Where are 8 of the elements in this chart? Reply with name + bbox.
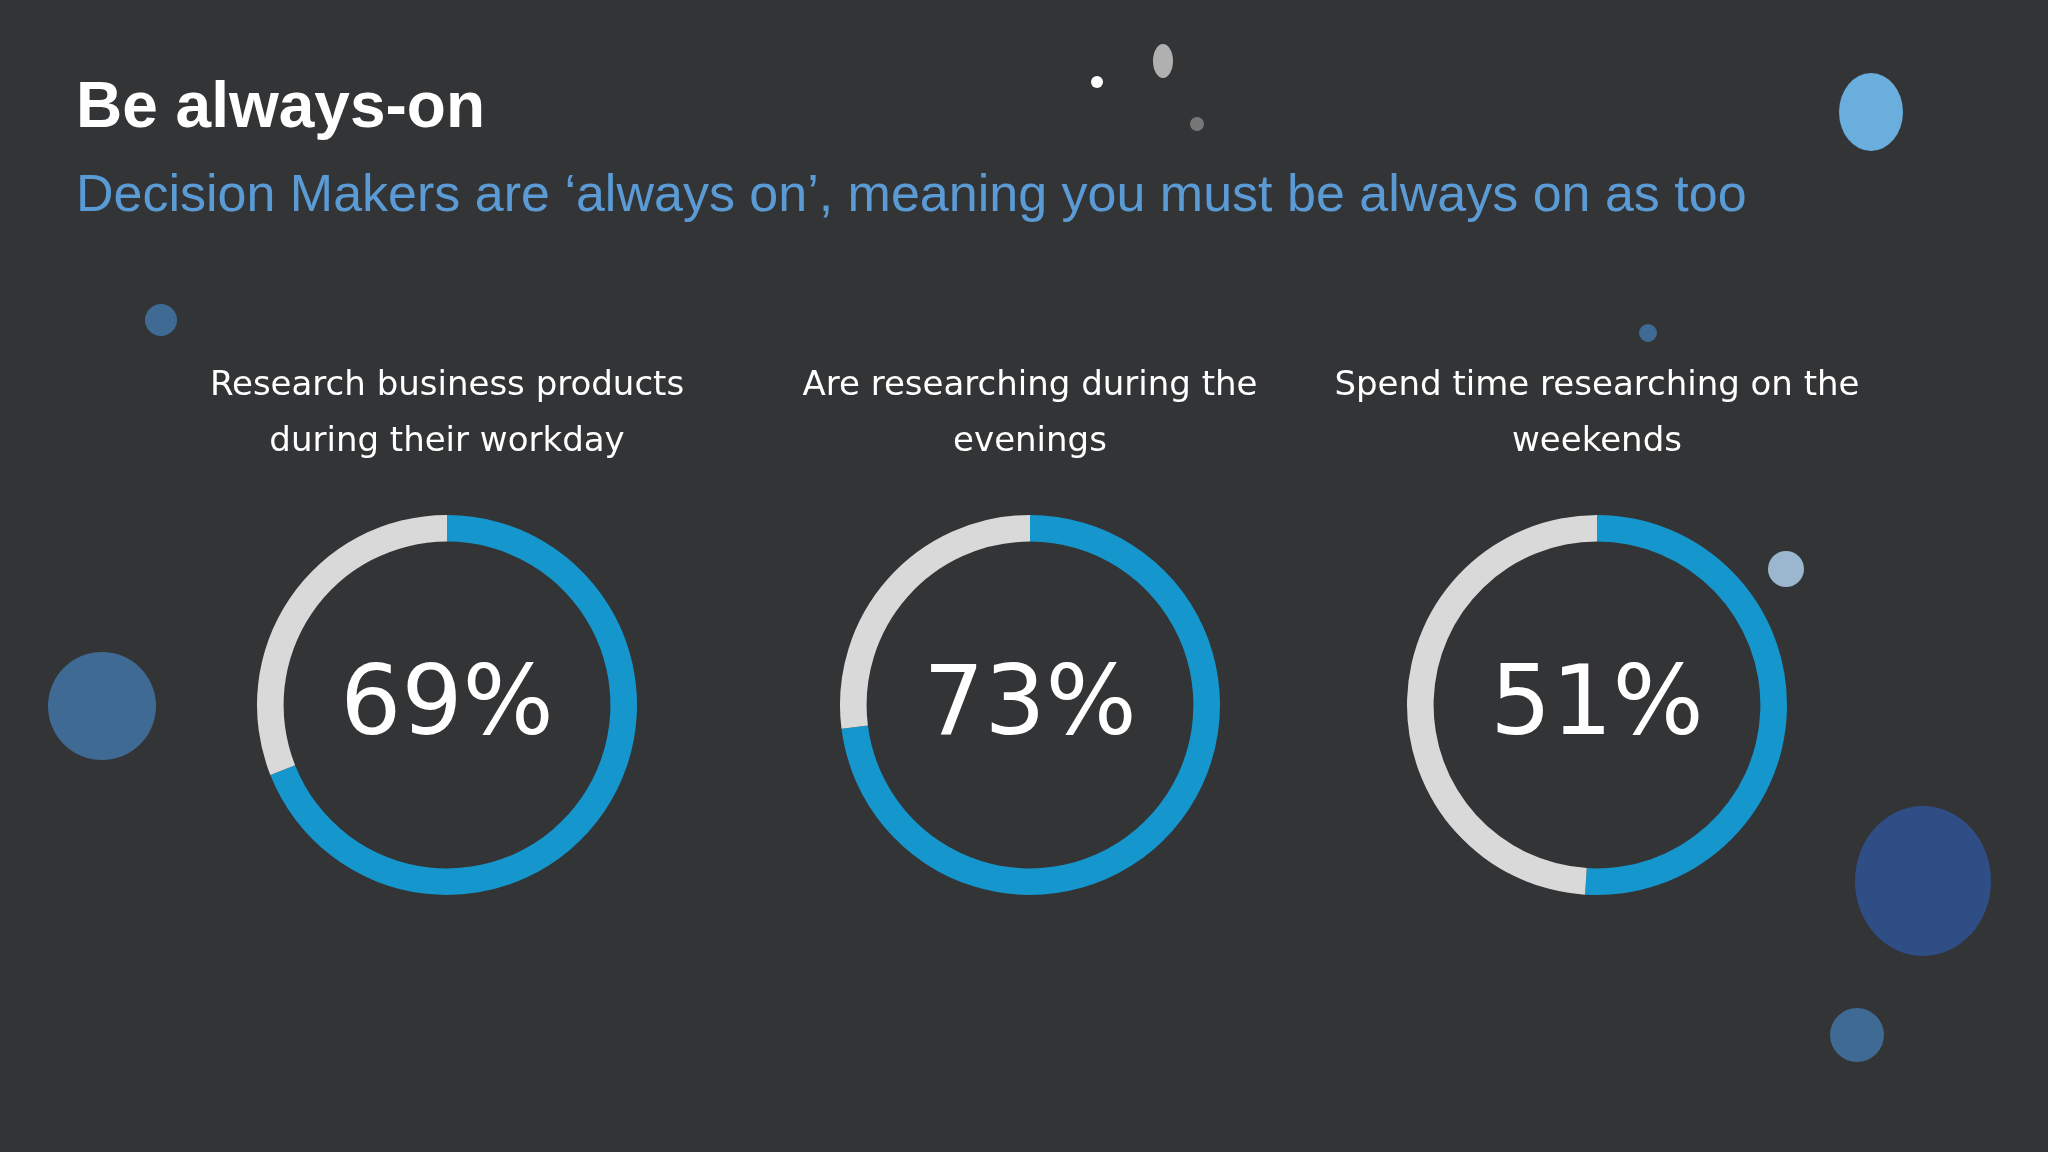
data-label: 69% <box>340 644 554 757</box>
data-label: 51% <box>1490 644 1704 757</box>
chart-title: Are researching during the evenings <box>801 362 1259 461</box>
chart-title: Spend time researching on the weekends <box>1333 362 1861 461</box>
data-label: 73% <box>923 644 1137 757</box>
chart-title: Research business products during their workday <box>208 362 686 461</box>
text: Be always-on <box>76 68 487 143</box>
text: Decision Makers are ‘always on’, meaning you must be always on as too <box>76 163 1748 224</box>
